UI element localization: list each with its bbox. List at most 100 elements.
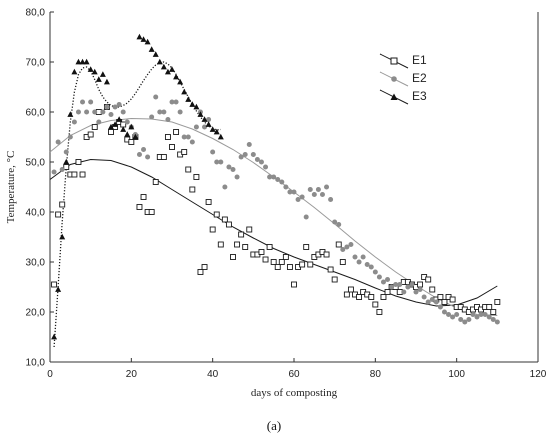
point-e2 — [202, 124, 208, 130]
point-e1 — [282, 254, 289, 260]
point-e2 — [100, 109, 106, 115]
point-e1 — [331, 276, 338, 283]
x-tick-label: 0 — [47, 369, 53, 380]
point-e3 — [189, 101, 196, 107]
point-e2 — [474, 314, 480, 320]
point-e3 — [217, 133, 224, 140]
point-e3 — [132, 133, 139, 140]
point-e3 — [51, 333, 58, 340]
legend-marker-e2 — [391, 76, 397, 82]
point-e1 — [437, 294, 444, 300]
point-e1 — [201, 264, 208, 270]
point-e2 — [275, 177, 281, 182]
point-e2 — [401, 289, 407, 295]
point-e2 — [59, 167, 65, 172]
point-e2 — [336, 222, 342, 227]
point-e2 — [206, 117, 212, 122]
point-e1 — [55, 211, 62, 218]
point-e1 — [262, 256, 269, 263]
point-e2 — [271, 174, 277, 180]
point-e1 — [376, 309, 383, 315]
point-e2 — [413, 289, 419, 295]
point-e2 — [490, 317, 496, 322]
point-e2 — [494, 319, 500, 325]
point-e1 — [79, 171, 86, 178]
point-e1 — [164, 134, 171, 140]
point-e1 — [193, 174, 200, 180]
point-e2 — [421, 294, 427, 300]
legend: E1 E2 E3 — [379, 53, 427, 105]
point-e2 — [429, 297, 435, 302]
point-e1 — [71, 171, 78, 178]
point-e3 — [213, 128, 220, 135]
x-tick-label: 80 — [370, 369, 382, 380]
point-e3 — [144, 38, 151, 45]
point-e2 — [177, 109, 183, 115]
point-e3 — [205, 121, 212, 127]
point-e3 — [95, 76, 102, 82]
point-e2 — [283, 184, 289, 190]
point-e1 — [441, 299, 448, 305]
x-tick-label: 100 — [448, 369, 465, 380]
point-e1 — [51, 281, 58, 288]
point-e1 — [323, 251, 330, 258]
point-e2 — [92, 109, 98, 115]
point-e2 — [425, 299, 431, 305]
point-e2 — [462, 319, 468, 325]
point-e3 — [55, 286, 62, 292]
point-e1 — [217, 241, 224, 248]
point-e2 — [63, 149, 69, 155]
point-e2 — [393, 282, 399, 287]
point-e2 — [84, 109, 90, 115]
point-e1 — [221, 216, 228, 223]
y-tick-label: 40,0 — [26, 208, 46, 219]
point-e2 — [75, 109, 81, 115]
x-axis-label: days of composting — [251, 387, 338, 399]
point-e2 — [149, 114, 155, 120]
point-e1 — [246, 226, 253, 233]
point-e1 — [425, 276, 432, 283]
point-e3 — [99, 71, 106, 77]
point-e2 — [108, 112, 114, 117]
point-e2 — [120, 109, 126, 115]
point-e2 — [441, 309, 447, 315]
point-e2 — [344, 244, 350, 250]
point-e1 — [189, 186, 196, 193]
legend-label-e3: E3 — [412, 89, 427, 103]
legend-item-e3: E3 — [379, 89, 427, 105]
point-e1 — [303, 244, 310, 250]
point-e2 — [454, 312, 460, 317]
data-points — [51, 33, 501, 340]
point-e1 — [258, 249, 265, 255]
point-e2 — [185, 134, 191, 140]
point-e2 — [51, 169, 57, 175]
point-e2 — [389, 284, 395, 290]
x-tick-label: 60 — [288, 369, 300, 380]
point-e1 — [327, 266, 334, 273]
point-e2 — [458, 317, 464, 322]
point-e2 — [486, 314, 492, 320]
point-e2 — [169, 99, 175, 105]
point-e2 — [165, 117, 171, 122]
point-e2 — [80, 99, 86, 105]
point-e2 — [189, 139, 195, 145]
point-e1 — [185, 166, 192, 173]
x-tick-label: 40 — [207, 369, 219, 380]
point-e2 — [360, 254, 366, 260]
point-e1 — [140, 194, 147, 200]
point-e1 — [291, 281, 297, 288]
point-e2 — [470, 312, 476, 317]
point-e1 — [209, 226, 216, 233]
point-e2 — [295, 197, 301, 202]
point-e2 — [210, 149, 216, 155]
point-e1 — [274, 264, 281, 270]
point-e1 — [242, 244, 249, 250]
point-e2 — [242, 152, 248, 157]
point-e3 — [87, 66, 94, 72]
point-e3 — [209, 126, 216, 132]
point-e1 — [205, 199, 212, 205]
point-e2 — [153, 94, 159, 100]
legend-item-e1: E1 — [379, 53, 427, 69]
point-e2 — [409, 282, 415, 287]
point-e2 — [226, 164, 232, 170]
